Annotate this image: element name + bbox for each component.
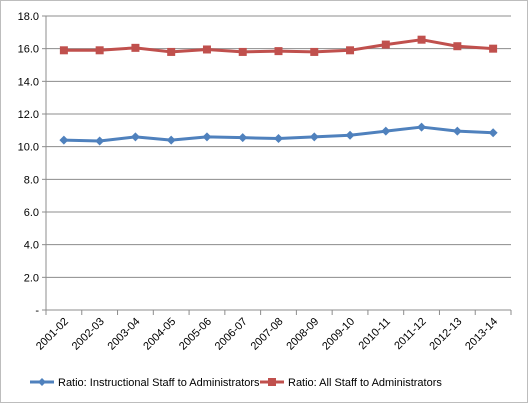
data-point-square (489, 44, 498, 53)
legend-marker-square (268, 378, 276, 386)
x-tick-label: 2010-11 (356, 316, 392, 352)
x-tick-label: 2001-02 (34, 316, 71, 353)
data-point-diamond (238, 133, 248, 143)
y-tick-label: 18.0 (18, 11, 39, 23)
data-point-diamond (309, 132, 319, 142)
x-tick-label: 2011-12 (392, 316, 428, 352)
data-point-diamond (95, 136, 105, 146)
data-point-diamond (202, 132, 212, 142)
x-tick-label: 2006-07 (213, 316, 250, 353)
y-tick-label: 16.0 (18, 44, 39, 56)
data-point-square (167, 47, 176, 56)
data-point-square (202, 45, 211, 54)
y-tick-label: 12.0 (18, 109, 39, 121)
x-tick-label: 2005-06 (177, 316, 214, 353)
x-tick-label: 2004-05 (141, 316, 178, 353)
legend-label: Ratio: Instructional Staff to Administra… (58, 377, 260, 389)
data-point-square (274, 47, 283, 56)
data-point-diamond (452, 126, 462, 136)
y-tick-label: 2.0 (24, 272, 39, 284)
y-tick-label: 6.0 (24, 207, 39, 219)
y-tick-label: 14.0 (18, 76, 39, 88)
data-point-square (95, 46, 104, 55)
data-point-diamond (488, 128, 498, 138)
legend-marker-diamond (38, 378, 46, 386)
x-tick-label: 2013-14 (463, 316, 500, 353)
data-point-square (346, 46, 355, 55)
data-point-square (59, 46, 68, 55)
data-point-diamond (345, 130, 355, 140)
x-tick-label: 2009-10 (320, 316, 357, 353)
y-tick-label: - (35, 305, 39, 317)
data-point-diamond (274, 134, 283, 143)
y-tick-label: 4.0 (24, 240, 39, 252)
x-tick-label: 2007-08 (249, 316, 286, 353)
data-point-diamond (166, 135, 176, 145)
x-tick-label: 2008-09 (284, 316, 321, 353)
data-point-square (131, 43, 140, 52)
y-tick-label: 8.0 (24, 174, 39, 186)
data-point-square (381, 40, 390, 49)
data-point-square (310, 47, 319, 56)
x-tick-label: 2003-04 (106, 316, 143, 353)
y-tick-label: 10.0 (18, 142, 39, 154)
data-point-square (238, 47, 247, 56)
data-point-diamond (130, 132, 140, 142)
data-point-square (453, 42, 462, 51)
x-tick-label: 2012-13 (427, 316, 464, 353)
legend-label: Ratio: All Staff to Administrators (288, 377, 442, 389)
data-point-diamond (381, 126, 391, 136)
data-point-square (417, 35, 426, 44)
x-tick-label: 2002-03 (70, 316, 107, 353)
data-point-diamond (59, 135, 69, 145)
data-point-diamond (417, 122, 427, 132)
